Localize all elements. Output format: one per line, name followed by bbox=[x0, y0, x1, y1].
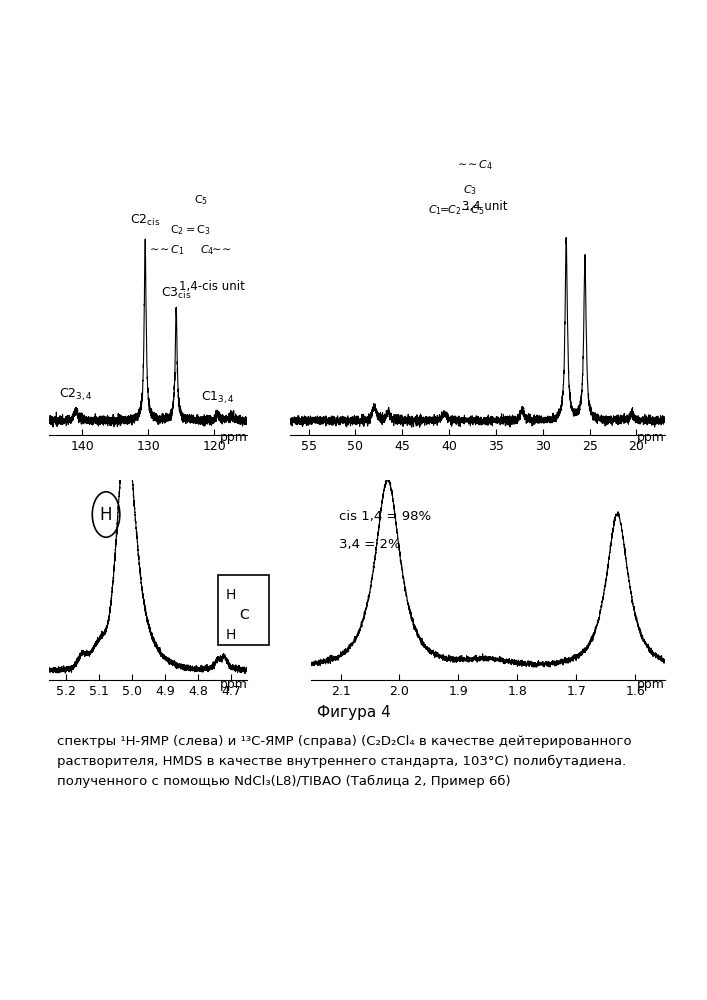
Text: $\mathregular{C1_{3,4}}$: $\mathregular{C1_{3,4}}$ bbox=[201, 390, 235, 406]
Text: H: H bbox=[226, 628, 236, 642]
Text: ppm: ppm bbox=[637, 431, 665, 444]
Text: 1,4-cis unit: 1,4-cis unit bbox=[179, 280, 245, 293]
Bar bbox=[218, 575, 269, 645]
Text: cis 1,4 = 98%: cis 1,4 = 98% bbox=[339, 510, 431, 523]
Text: $C_1\!\!=\!\!C_2\!-\!C_5$: $C_1\!\!=\!\!C_2\!-\!C_5$ bbox=[428, 203, 484, 217]
Text: ppm: ppm bbox=[637, 678, 665, 691]
Text: полученного с помощью NdCl₃(L8)/TIBAO (Таблица 2, Пример 6б): полученного с помощью NdCl₃(L8)/TIBAO (Т… bbox=[57, 775, 510, 788]
Text: $C_3$: $C_3$ bbox=[463, 183, 477, 197]
Text: $\mathregular{C_2}$$\mathregular{=C_3}$: $\mathregular{C_2}$$\mathregular{=C_3}$ bbox=[170, 223, 211, 237]
Text: H: H bbox=[100, 506, 112, 524]
Text: 3,4 = 2%: 3,4 = 2% bbox=[339, 538, 401, 551]
Text: ppm: ppm bbox=[220, 678, 247, 691]
Text: C: C bbox=[239, 608, 249, 622]
Text: $\sim\!\!\sim C_4$: $\sim\!\!\sim C_4$ bbox=[455, 158, 493, 172]
Text: $\mathregular{C2_{cis}}$: $\mathregular{C2_{cis}}$ bbox=[130, 212, 160, 228]
Text: 3,4 unit: 3,4 unit bbox=[462, 200, 507, 213]
Text: Фигура 4: Фигура 4 bbox=[317, 705, 390, 720]
Text: $C_4\!\!\sim\!\!\sim$: $C_4\!\!\sim\!\!\sim$ bbox=[200, 243, 231, 257]
Text: $\mathregular{C2_{3,4}}$: $\mathregular{C2_{3,4}}$ bbox=[59, 386, 93, 403]
Text: спектры ¹H-ЯМР (слева) и ¹³C-ЯМР (справа) (C₂D₂Cl₄ в качестве дейтерированного: спектры ¹H-ЯМР (слева) и ¹³C-ЯМР (справа… bbox=[57, 735, 631, 748]
Text: $\sim\!\!\sim C_1$: $\sim\!\!\sim C_1$ bbox=[147, 243, 185, 257]
Text: $\mathregular{C3_{cis}}$: $\mathregular{C3_{cis}}$ bbox=[161, 286, 192, 301]
Text: $\mathregular{C_5}$: $\mathregular{C_5}$ bbox=[194, 193, 209, 207]
Text: ppm: ppm bbox=[220, 431, 247, 444]
Text: H: H bbox=[226, 588, 236, 602]
Text: растворителя, HMDS в качестве внутреннего стандарта, 103°C) полибутадиена.: растворителя, HMDS в качестве внутреннег… bbox=[57, 755, 626, 768]
